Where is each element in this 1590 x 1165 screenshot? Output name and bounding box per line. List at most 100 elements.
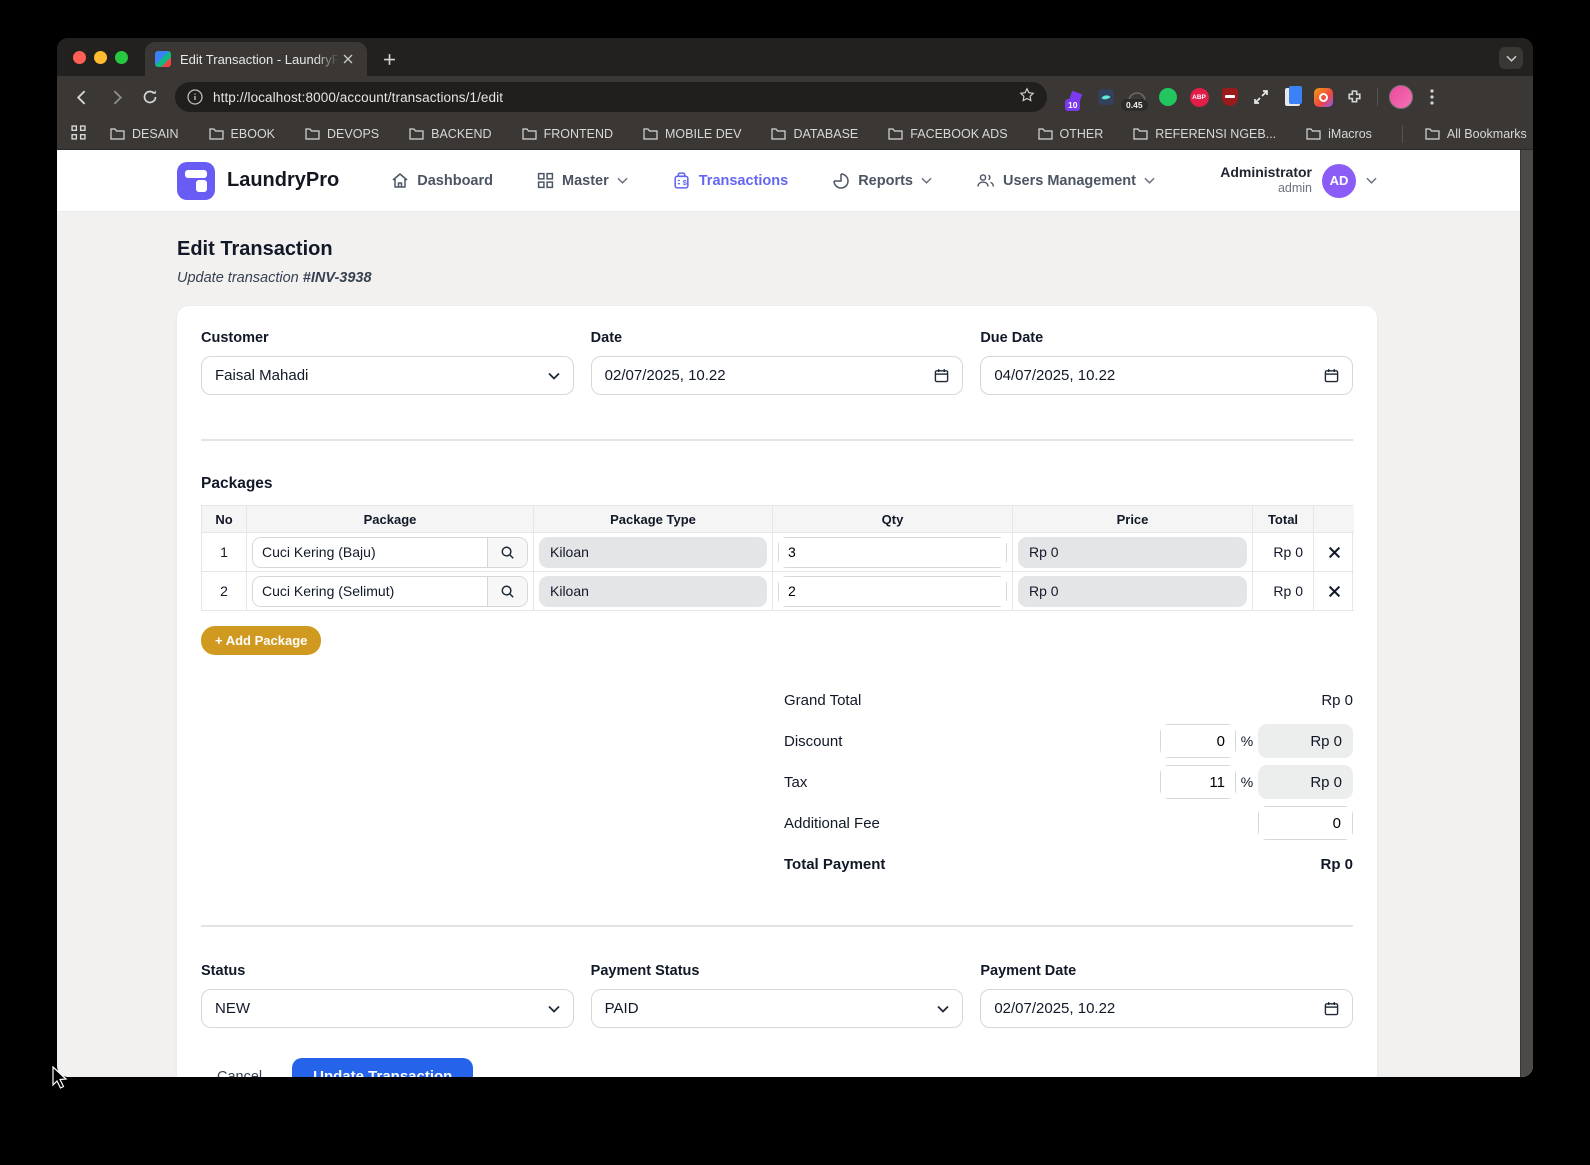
discount-label: Discount: [784, 733, 1160, 750]
adblock-plus-icon[interactable]: ABP: [1187, 85, 1211, 109]
nav-item-reports[interactable]: Reports: [832, 172, 932, 190]
nav-item-transactions[interactable]: $ Transactions: [672, 171, 788, 190]
package-name-input[interactable]: [253, 577, 487, 606]
close-window-button[interactable]: [73, 51, 86, 64]
bookmark-folder-database[interactable]: DATABASE: [771, 127, 858, 141]
bookmark-folder-desain[interactable]: DESAIN: [110, 127, 179, 141]
payment-status-label: Payment Status: [591, 963, 964, 979]
browser-tab[interactable]: Edit Transaction - LaundryPro: [145, 42, 367, 76]
bookmark-folder-facebook-ads[interactable]: FACEBOOK ADS: [888, 127, 1007, 141]
back-button[interactable]: [67, 82, 97, 112]
cancel-button[interactable]: Cancel: [217, 1069, 262, 1078]
url-text[interactable]: http://localhost:8000/account/transactio…: [213, 90, 1011, 105]
update-transaction-button[interactable]: Update Transaction: [292, 1058, 473, 1077]
grand-total-value: Rp 0: [1321, 692, 1353, 709]
extension-value-icon[interactable]: 0.45: [1125, 85, 1149, 109]
price-readonly: Rp 0: [1018, 537, 1247, 568]
user-menu[interactable]: Administrator admin AD: [1220, 164, 1377, 198]
col-package-type: Package Type: [534, 506, 773, 533]
delete-row-button[interactable]: [1314, 533, 1354, 572]
nav-item-master[interactable]: Master: [537, 172, 628, 189]
extension-green-dot-icon[interactable]: [1156, 85, 1180, 109]
bookmarks-right-divider: [1402, 125, 1403, 143]
tax-label: Tax: [784, 774, 1160, 791]
nav-item-dashboard[interactable]: Dashboard: [391, 172, 493, 190]
delete-row-button[interactable]: [1314, 572, 1354, 611]
payment-status-select[interactable]: PAID: [591, 989, 964, 1028]
package-name-input[interactable]: [253, 538, 487, 567]
mouse-cursor: [50, 1066, 70, 1090]
due-date-input[interactable]: 04/07/2025, 10.22: [980, 356, 1353, 395]
laundrypro-logo-icon[interactable]: [177, 162, 215, 200]
bookmark-folder-ebook[interactable]: EBOOK: [209, 127, 275, 141]
bookmark-folder-backend[interactable]: BACKEND: [409, 127, 491, 141]
tab-favicon-icon: [155, 51, 171, 67]
package-search-button[interactable]: [487, 577, 527, 606]
bookmarks-bar: DESAIN EBOOK DEVOPS BACKEND FRONTEND MOB…: [57, 118, 1533, 150]
svg-text:$: $: [683, 178, 687, 187]
transaction-form-card: Customer Faisal Mahadi Date 02/07/2025, …: [177, 306, 1377, 1077]
address-bar[interactable]: http://localhost:8000/account/transactio…: [175, 82, 1047, 112]
chevron-down-icon: [548, 372, 560, 380]
row-total: Rp 0: [1253, 533, 1314, 572]
user-avatar[interactable]: AD: [1322, 164, 1356, 198]
forward-button[interactable]: [101, 82, 131, 112]
bookmark-star-icon[interactable]: [1019, 87, 1035, 108]
browser-menu-icon[interactable]: [1420, 85, 1444, 109]
window-controls: [73, 51, 128, 64]
tab-close-icon[interactable]: [339, 50, 357, 68]
extension-purple-icon[interactable]: 10: [1063, 85, 1087, 109]
package-row: 1 Kiloan Rp 0: [202, 533, 1352, 572]
status-select[interactable]: NEW: [201, 989, 574, 1028]
customer-select[interactable]: Faisal Mahadi: [201, 356, 574, 395]
additional-fee-input[interactable]: [1259, 807, 1352, 839]
chevron-down-icon: [548, 1005, 560, 1013]
bookmark-folder-referensi[interactable]: REFERENSI NGEB...: [1133, 127, 1276, 141]
package-type-readonly: Kiloan: [539, 576, 767, 607]
tax-amount-readonly: Rp 0: [1258, 765, 1353, 799]
all-bookmarks-button[interactable]: All Bookmarks: [1425, 127, 1527, 141]
web-page: LaundryPro Dashboard Master $: [57, 150, 1533, 1077]
invoice-number: #INV-3938: [303, 270, 372, 286]
page-title: Edit Transaction: [177, 238, 1533, 261]
tax-percent-input[interactable]: [1161, 766, 1235, 798]
camera-extension-icon[interactable]: [1311, 85, 1335, 109]
discount-percent-input[interactable]: [1161, 725, 1235, 757]
col-no: No: [202, 506, 247, 533]
extension-dark-icon[interactable]: [1094, 85, 1118, 109]
col-price: Price: [1013, 506, 1253, 533]
brand-name[interactable]: LaundryPro: [227, 169, 339, 192]
qty-input[interactable]: [779, 577, 1006, 606]
price-readonly: Rp 0: [1018, 576, 1247, 607]
minimize-window-button[interactable]: [94, 51, 107, 64]
package-row: 2 Kiloan Rp 0: [202, 572, 1352, 611]
nav-item-users-management[interactable]: Users Management: [976, 172, 1155, 189]
chevron-down-icon: [617, 177, 628, 184]
app-header: LaundryPro Dashboard Master $: [57, 150, 1533, 212]
clipboard-extension-icon[interactable]: [1280, 85, 1304, 109]
apps-grid-icon[interactable]: [71, 125, 86, 143]
bookmark-folder-other[interactable]: OTHER: [1038, 127, 1104, 141]
new-tab-button[interactable]: [375, 45, 403, 73]
payment-date-input[interactable]: 02/07/2025, 10.22: [980, 989, 1353, 1028]
extensions-puzzle-icon[interactable]: [1342, 85, 1366, 109]
bookmark-folder-frontend[interactable]: FRONTEND: [522, 127, 613, 141]
add-package-button[interactable]: + Add Package: [201, 626, 321, 655]
qty-input[interactable]: [779, 538, 1006, 567]
bookmark-folder-mobile-dev[interactable]: MOBILE DEV: [643, 127, 741, 141]
maximize-window-button[interactable]: [115, 51, 128, 64]
chevron-down-icon: [921, 177, 932, 184]
tab-title: Edit Transaction - LaundryPro: [180, 52, 339, 67]
bookmark-folder-devops[interactable]: DEVOPS: [305, 127, 379, 141]
calendar-icon: [1324, 368, 1339, 383]
status-label: Status: [201, 963, 574, 979]
tab-search-button[interactable]: [1499, 47, 1523, 69]
date-input[interactable]: 02/07/2025, 10.22: [591, 356, 964, 395]
bookmark-folder-imacros[interactable]: iMacros: [1306, 127, 1372, 141]
package-search-button[interactable]: [487, 538, 527, 567]
reload-button[interactable]: [135, 82, 165, 112]
fullscreen-extension-icon[interactable]: [1249, 85, 1273, 109]
site-info-icon[interactable]: [187, 89, 203, 105]
profile-avatar-icon[interactable]: [1389, 85, 1413, 109]
shield-extension-icon[interactable]: [1218, 85, 1242, 109]
